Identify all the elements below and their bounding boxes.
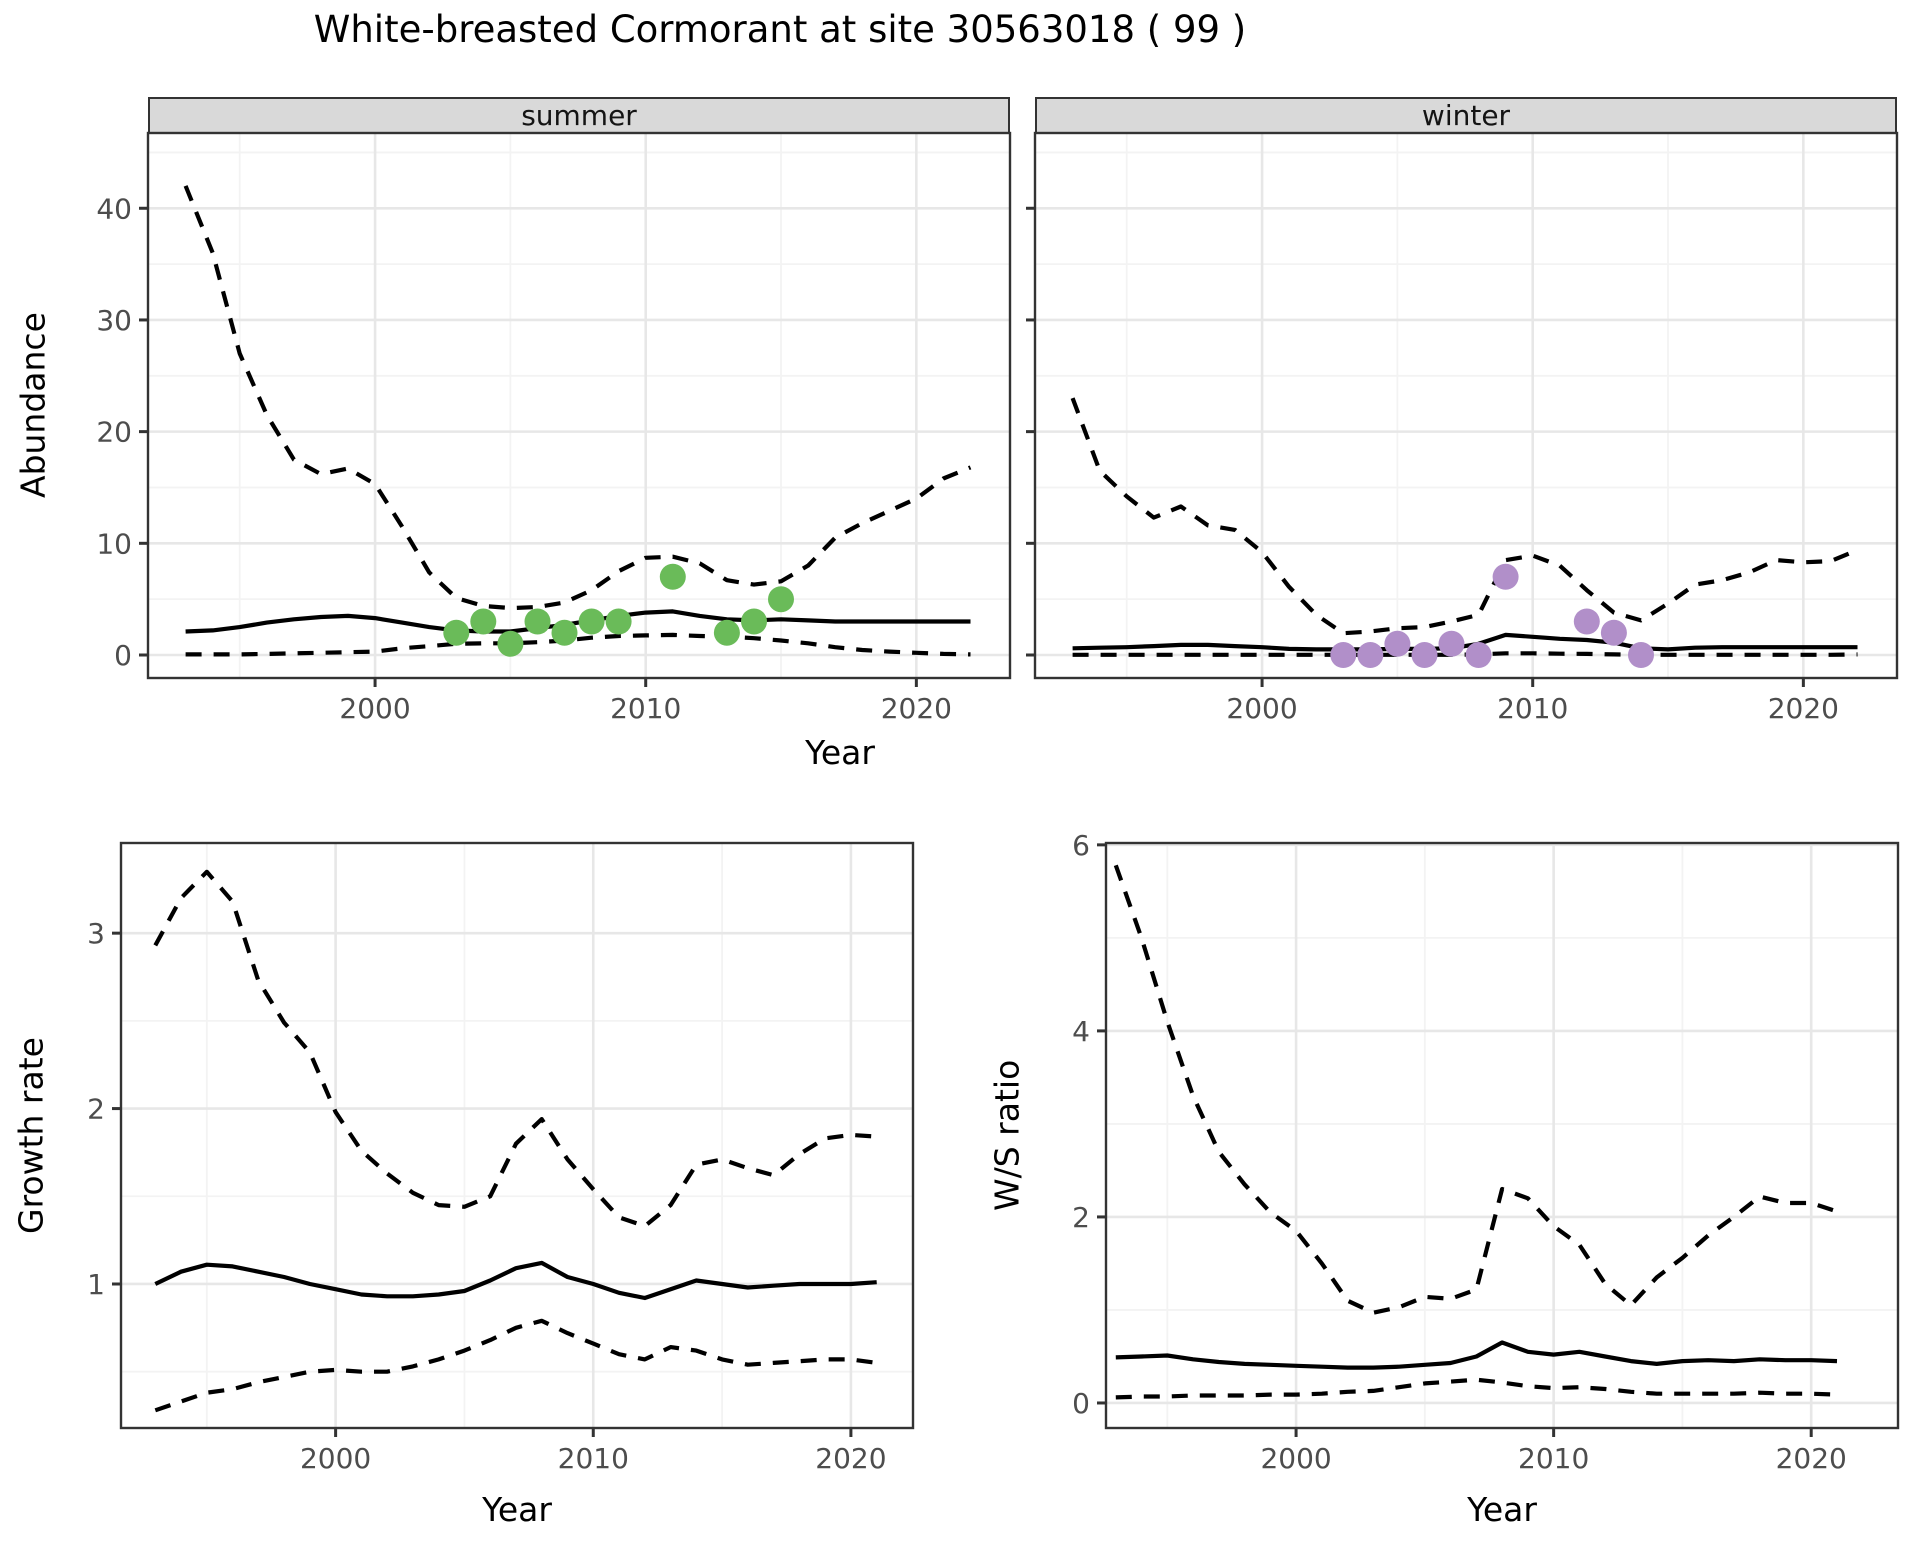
- data-point-observed-counts-winter: [1573, 608, 1600, 635]
- x-tick-label: 2000: [300, 1442, 371, 1475]
- facet-strip-summer-label: summer: [521, 99, 637, 132]
- y-tick-label: 0: [1072, 1387, 1090, 1420]
- top-year-axis-label: Year: [805, 733, 875, 772]
- y-tick-label: 6: [1072, 829, 1090, 862]
- panel-ws-ratio: 2000 2010 2020 0 2 4 6: [1072, 829, 1900, 1475]
- series-lower_95ci: [1072, 651, 1858, 657]
- y-tick-label: 1: [87, 1268, 105, 1301]
- data-point-observed-counts-summer: [605, 608, 632, 635]
- panel-abundance-summer: 2000 2010 2020 0 10 20 30 40: [96, 131, 1012, 725]
- panel-border: [1104, 841, 1900, 1430]
- ws-year-axis-label: Year: [1467, 1490, 1537, 1529]
- series-lower_95ci: [154, 1318, 877, 1413]
- y-tick-label: 3: [87, 917, 105, 950]
- facet-strip-winter-label: winter: [1421, 99, 1511, 132]
- x-tick-label: 2020: [815, 1442, 886, 1475]
- y-tick-label: 2: [1072, 1201, 1090, 1234]
- series-lower_95ci: [185, 632, 971, 657]
- x-tick-label: 2000: [339, 692, 410, 725]
- y-tick-label: 30: [96, 304, 132, 337]
- data-point-observed-counts-winter: [1330, 642, 1357, 668]
- series-lower_95ci: [1115, 1377, 1838, 1400]
- data-point-observed-counts-winter: [1357, 642, 1384, 668]
- data-point-observed-counts-summer: [741, 608, 767, 635]
- data-point-observed-counts-winter: [1411, 642, 1438, 668]
- data-point-observed-counts-winter: [1438, 630, 1465, 657]
- data-point-observed-counts-summer: [470, 608, 497, 635]
- y-tick-label: 4: [1072, 1015, 1090, 1048]
- panel-growth-rate: 2000 2010 2020 1 2 3: [87, 841, 915, 1475]
- y-tick-label: 20: [96, 416, 132, 449]
- x-tick-label: 2010: [610, 692, 681, 725]
- data-point-observed-counts-winter: [1492, 563, 1519, 590]
- series-median: [185, 609, 971, 634]
- x-tick-label: 2020: [881, 692, 952, 725]
- panel-abundance-winter: 2000 2010 2020: [1026, 131, 1899, 725]
- data-point-observed-counts-summer: [578, 608, 605, 635]
- data-point-observed-counts-winter: [1384, 630, 1411, 657]
- data-point-observed-counts-summer: [443, 619, 470, 646]
- panel-border: [146, 131, 1012, 680]
- data-point-observed-counts-summer: [768, 586, 794, 613]
- series-median: [1115, 1340, 1838, 1370]
- growth-year-axis-label: Year: [482, 1490, 552, 1529]
- data-point-observed-counts-winter: [1465, 642, 1492, 668]
- x-tick-label: 2000: [1226, 692, 1297, 725]
- x-tick-label: 2020: [1768, 692, 1839, 725]
- data-point-observed-counts-summer: [524, 608, 551, 635]
- panel-border: [1033, 131, 1899, 680]
- data-point-observed-counts-winter: [1600, 619, 1627, 646]
- x-tick-label: 2020: [1776, 1442, 1847, 1475]
- x-tick-label: 2010: [1518, 1442, 1589, 1475]
- data-point-observed-counts-summer: [659, 563, 686, 590]
- panel-border: [119, 841, 915, 1430]
- x-tick-label: 2010: [558, 1442, 629, 1475]
- y-tick-label: 10: [96, 527, 132, 560]
- y-tick-label: 2: [87, 1093, 105, 1126]
- series-upper_95ci: [183, 185, 972, 611]
- facet-strip-winter: winter: [1035, 97, 1897, 134]
- data-point-observed-counts-winter: [1628, 642, 1654, 668]
- y-tick-label: 40: [96, 192, 132, 225]
- data-point-observed-counts-summer: [497, 630, 524, 657]
- figure-title: White-breasted Cormorant at site 3056301…: [313, 8, 1247, 51]
- facet-strip-summer: summer: [148, 97, 1010, 134]
- x-tick-label: 2000: [1260, 1442, 1331, 1475]
- x-tick-label: 2010: [1497, 692, 1568, 725]
- data-point-observed-counts-summer: [713, 619, 740, 646]
- series-upper_95ci: [1070, 397, 1859, 636]
- data-point-observed-counts-summer: [551, 619, 578, 646]
- series-median: [154, 1260, 877, 1301]
- series-upper_95ci: [153, 869, 877, 1229]
- series-median: [1072, 632, 1858, 652]
- y-tick-label: 0: [114, 639, 132, 672]
